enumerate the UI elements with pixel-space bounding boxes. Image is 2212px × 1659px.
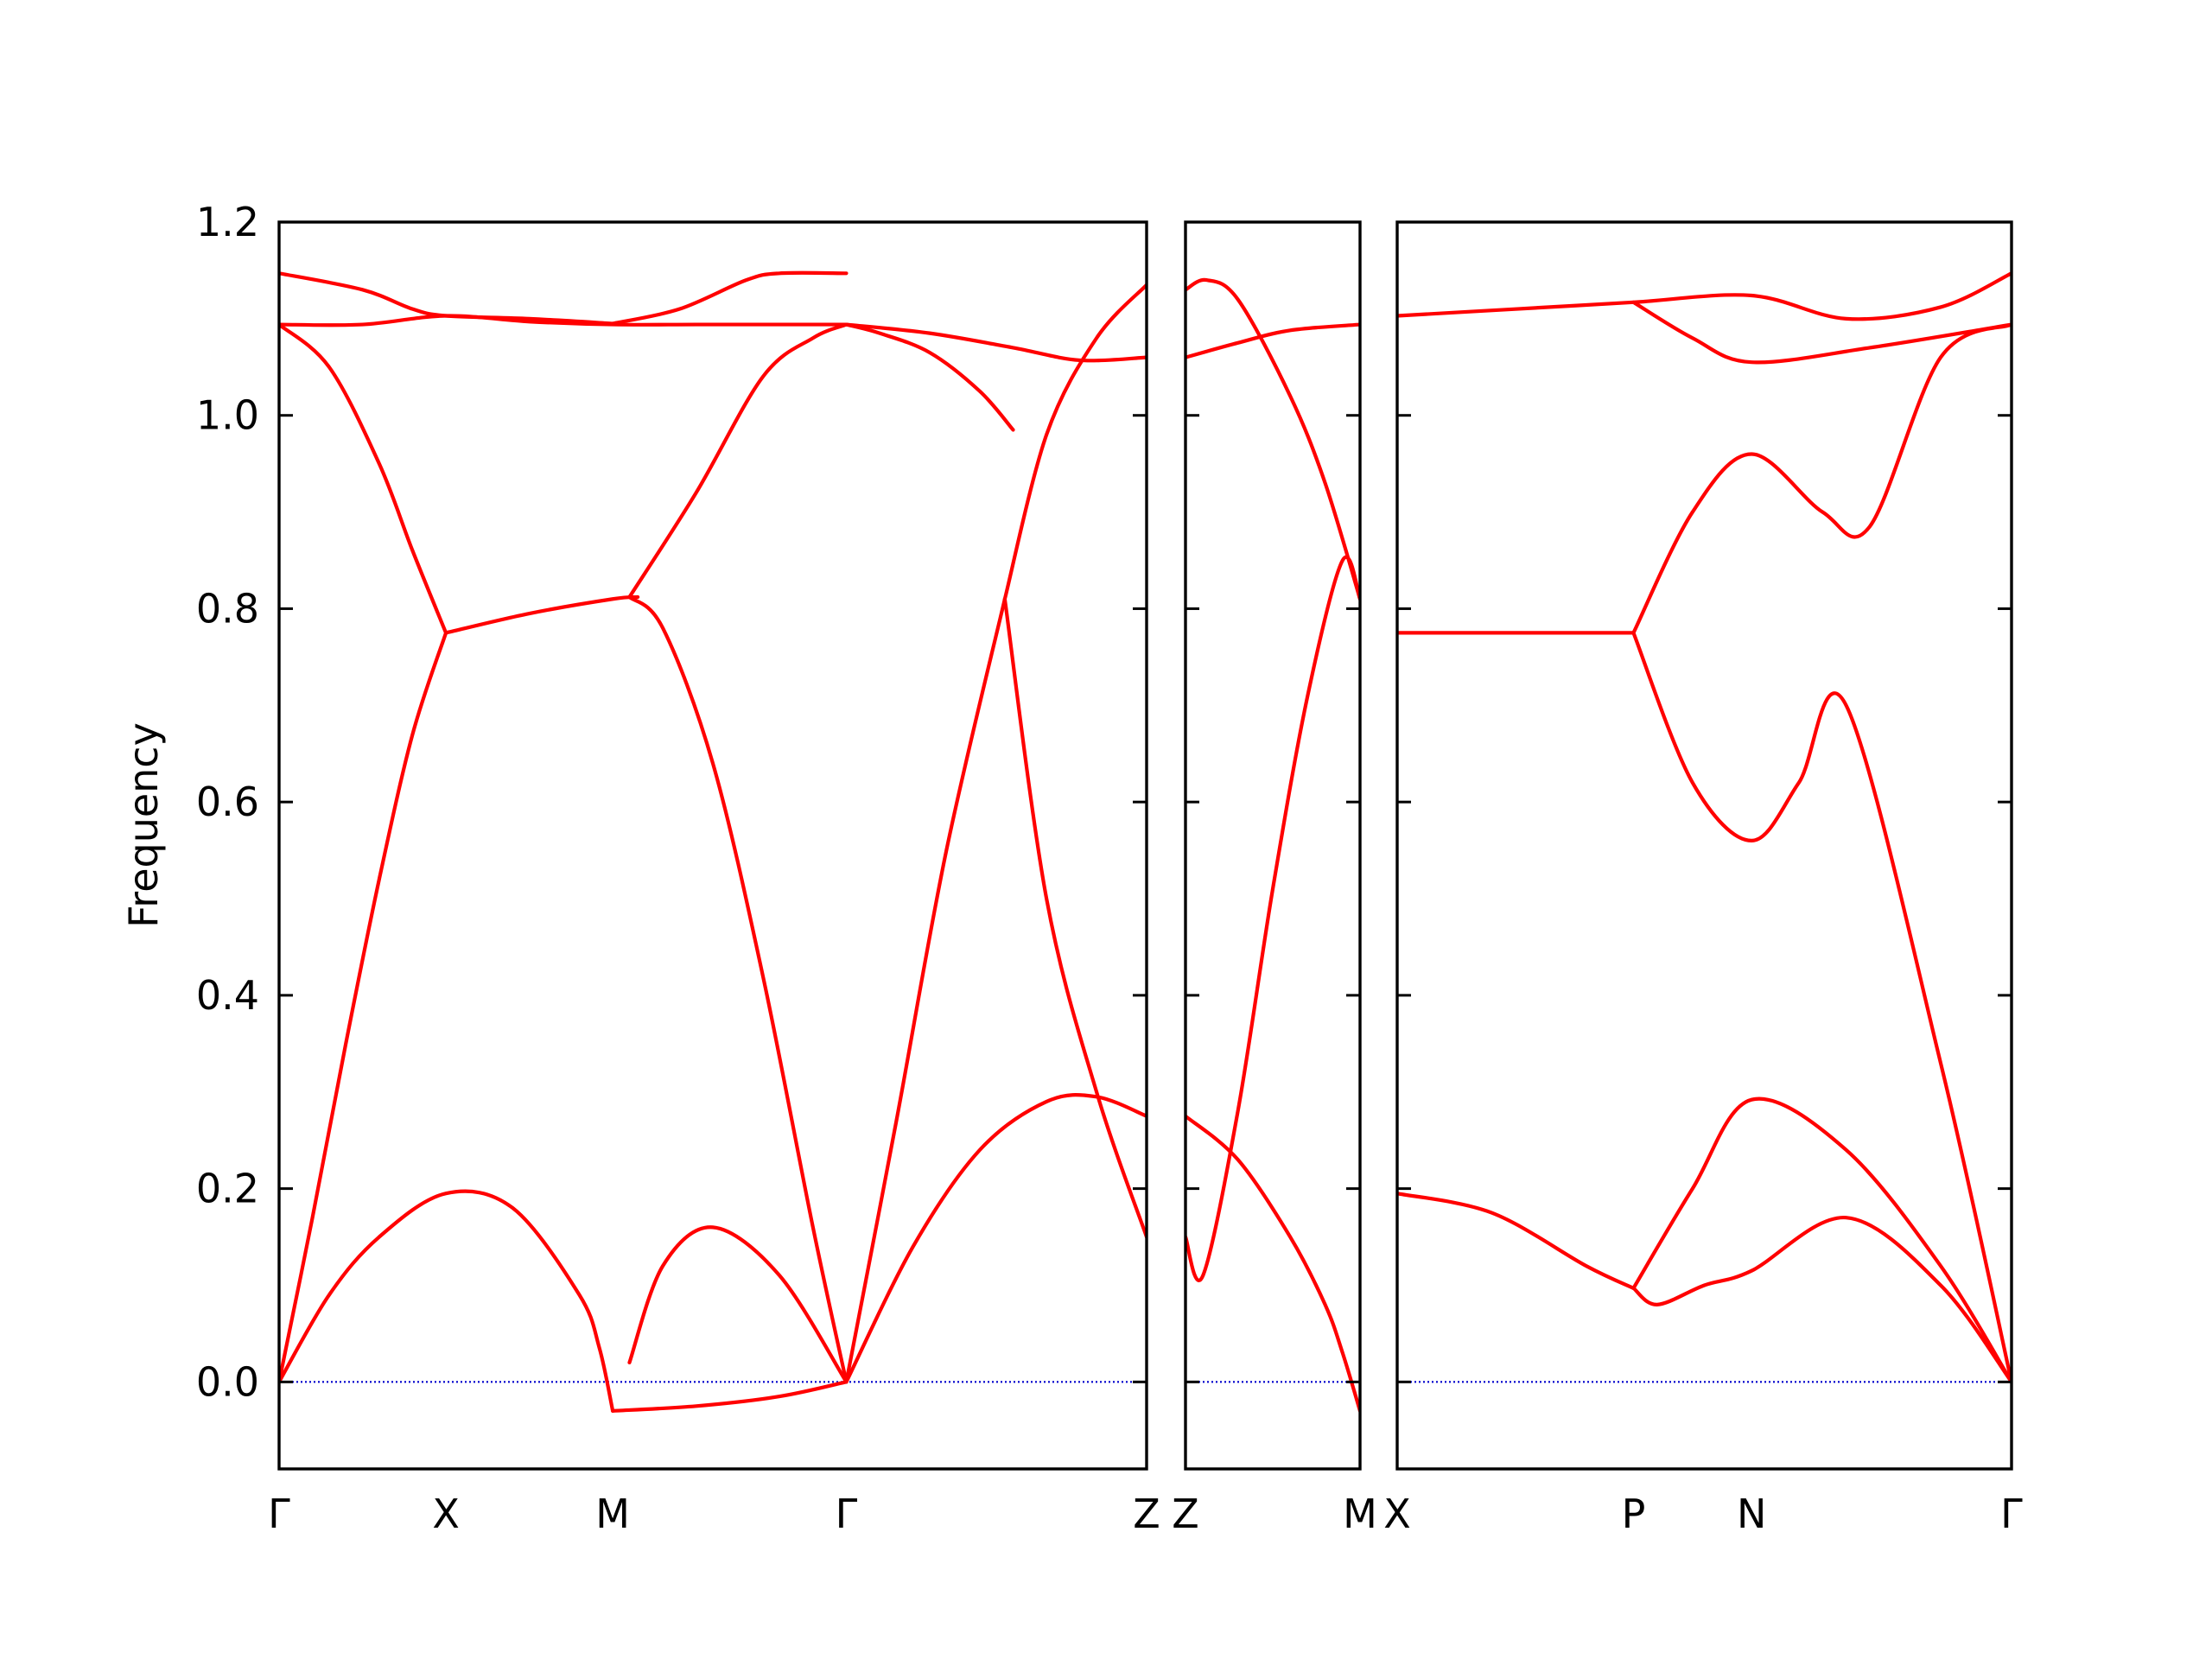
- band-line-1: [1185, 555, 1360, 1282]
- x-tick-label: Z: [1172, 1491, 1199, 1537]
- y-tick-label: 0.4: [196, 972, 259, 1019]
- band-line-12: [844, 322, 1015, 432]
- x-tick-label: N: [1737, 1491, 1766, 1537]
- band-line-1: [279, 271, 615, 326]
- x-tick-label: Γ: [2000, 1491, 2023, 1537]
- y-tick-label: 1.2: [196, 199, 259, 245]
- band-line-17: [844, 1093, 1147, 1384]
- band-line-11: [611, 1380, 849, 1413]
- band-line-7: [1631, 1096, 2012, 1384]
- panels-layer: [277, 220, 2013, 1471]
- band-line-10: [627, 1225, 849, 1384]
- band-line-6: [443, 594, 640, 635]
- y-tick-label: 0.8: [196, 585, 259, 632]
- band-line-7: [627, 322, 849, 600]
- y-tick-label: 0.0: [196, 1358, 259, 1405]
- y-axis-title: Frequency: [120, 722, 167, 928]
- band-line-8: [627, 594, 849, 1384]
- band-line-1: [1397, 271, 2012, 321]
- y-tick-labels: 0.0 0.2 0.4 0.6 0.8 1.0 1.2: [196, 199, 259, 1405]
- band-line-2: [1631, 300, 2012, 365]
- band-lines: [279, 270, 1147, 1413]
- band-line-13: [1002, 597, 1147, 1239]
- band-line-8: [1631, 1216, 2012, 1384]
- panel-frame: [1395, 220, 2013, 1471]
- x-tick-label: M: [1343, 1491, 1377, 1537]
- x-tick-label: X: [1383, 1491, 1411, 1537]
- band-line-5: [1631, 631, 2012, 1384]
- x-tick-label: Γ: [836, 1491, 858, 1537]
- band-line-9: [279, 1189, 615, 1413]
- band-line-4: [279, 322, 448, 635]
- panel-1: [277, 220, 1148, 1471]
- band-line-5: [279, 631, 448, 1384]
- x-tick-label: X: [432, 1491, 460, 1537]
- panel-3: [1395, 220, 2013, 1471]
- band-line-6: [1397, 1192, 1636, 1290]
- x-tick-label: Z: [1133, 1491, 1160, 1537]
- y-tick-label: 0.6: [196, 779, 259, 825]
- band-line-16: [844, 322, 1147, 363]
- x-tick-label: M: [595, 1491, 630, 1537]
- panel-frame: [1184, 220, 1362, 1471]
- band-line-15: [1002, 283, 1147, 601]
- band-line-3: [279, 314, 849, 327]
- x-tick-label: Γ: [268, 1491, 290, 1537]
- band-line-4: [1631, 322, 2012, 635]
- panel-frame: [277, 220, 1148, 1471]
- y-tick-label: 0.2: [196, 1166, 259, 1212]
- band-line-2: [611, 270, 849, 326]
- band-line-3: [1185, 277, 1360, 601]
- band-line-14: [844, 597, 1007, 1384]
- y-tick-label: 1.0: [196, 392, 259, 439]
- panel-2: [1184, 220, 1362, 1471]
- band-lines: [1185, 277, 1360, 1413]
- band-lines: [1397, 271, 2012, 1384]
- band-line-4: [1185, 322, 1360, 359]
- x-tick-label: P: [1622, 1491, 1646, 1537]
- band-line-2: [1185, 1114, 1360, 1413]
